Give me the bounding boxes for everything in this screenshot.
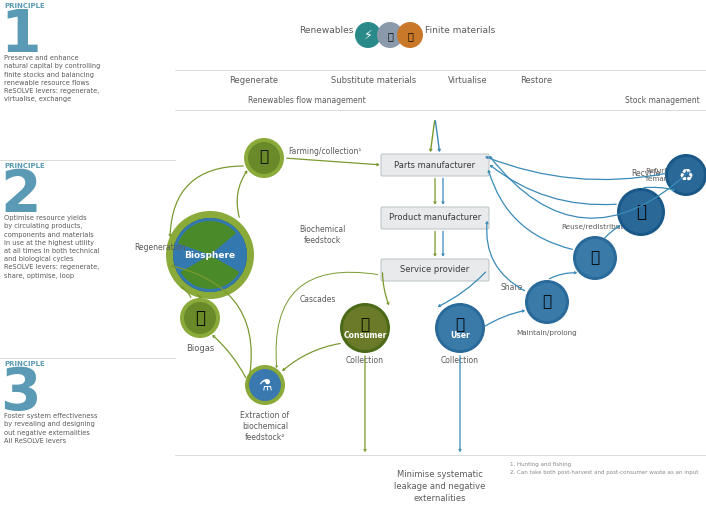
- Circle shape: [620, 191, 662, 233]
- Text: Restore: Restore: [520, 76, 552, 85]
- Circle shape: [528, 283, 566, 321]
- Circle shape: [244, 138, 284, 178]
- Text: Minimise systematic
leakage and negative
externalities: Minimise systematic leakage and negative…: [395, 470, 486, 503]
- Text: PRINCIPLE: PRINCIPLE: [4, 163, 44, 169]
- Wedge shape: [178, 221, 236, 255]
- Text: Extraction of
biochemical
feedstock²: Extraction of biochemical feedstock²: [241, 411, 289, 442]
- Text: Biogas: Biogas: [186, 344, 214, 353]
- Text: Regenerate: Regenerate: [229, 76, 279, 85]
- Text: 🚜: 🚜: [407, 31, 413, 41]
- Text: 🔧: 🔧: [542, 295, 551, 310]
- Circle shape: [184, 302, 216, 334]
- Text: PRINCIPLE: PRINCIPLE: [4, 3, 44, 9]
- Text: Farming/collection¹: Farming/collection¹: [288, 147, 361, 157]
- Circle shape: [173, 218, 247, 292]
- Text: Renewables: Renewables: [299, 26, 353, 35]
- Text: ⚗: ⚗: [258, 377, 272, 392]
- Circle shape: [245, 365, 285, 405]
- Circle shape: [180, 298, 220, 338]
- FancyBboxPatch shape: [381, 207, 489, 229]
- Circle shape: [665, 154, 706, 196]
- Text: Biochemical
feedstock: Biochemical feedstock: [299, 225, 345, 245]
- Circle shape: [617, 188, 665, 236]
- Text: Virtualise: Virtualise: [448, 76, 488, 85]
- Circle shape: [525, 280, 569, 324]
- Text: Collection: Collection: [346, 356, 384, 365]
- Circle shape: [397, 22, 423, 48]
- Text: Share: Share: [501, 283, 523, 291]
- FancyBboxPatch shape: [381, 154, 489, 176]
- Circle shape: [173, 218, 247, 292]
- Text: Reuse/redistribute: Reuse/redistribute: [562, 224, 628, 230]
- Text: Optimise resource yields
by circulating products,
components and materials
in us: Optimise resource yields by circulating …: [4, 215, 100, 279]
- Text: 2. Can take both post-harvest and post-consumer waste as an input: 2. Can take both post-harvest and post-c…: [510, 470, 698, 475]
- Text: Consumer: Consumer: [343, 332, 387, 340]
- Circle shape: [249, 369, 281, 401]
- Text: User: User: [450, 332, 470, 340]
- Text: Parts manufacturer: Parts manufacturer: [395, 161, 476, 169]
- Circle shape: [343, 306, 387, 350]
- Text: 🌾: 🌾: [259, 149, 268, 164]
- Wedge shape: [181, 255, 239, 289]
- Text: Biosphere: Biosphere: [184, 250, 236, 260]
- Text: PRINCIPLE: PRINCIPLE: [4, 361, 44, 367]
- Text: ♻: ♻: [678, 166, 693, 184]
- Text: Substitute materials: Substitute materials: [331, 76, 417, 85]
- Circle shape: [668, 157, 704, 193]
- Text: Product manufacturer: Product manufacturer: [389, 214, 481, 222]
- Circle shape: [438, 306, 482, 350]
- Circle shape: [355, 22, 381, 48]
- Text: Renewables flow management: Renewables flow management: [248, 96, 366, 105]
- Text: Regeneration: Regeneration: [134, 244, 186, 252]
- Text: 🏭: 🏭: [636, 203, 646, 221]
- Circle shape: [173, 218, 247, 292]
- Circle shape: [435, 303, 485, 353]
- Text: Service provider: Service provider: [400, 266, 469, 274]
- Text: Finite materials: Finite materials: [425, 26, 495, 35]
- Text: 3: 3: [0, 365, 41, 422]
- Text: 2: 2: [0, 167, 41, 224]
- Text: Recycle: Recycle: [630, 168, 660, 178]
- Text: Maintain/prolong: Maintain/prolong: [517, 330, 578, 336]
- Circle shape: [377, 22, 403, 48]
- Text: 🛒: 🛒: [361, 318, 369, 333]
- Text: Preserve and enhance
natural capital by controlling
finite stocks and balancing
: Preserve and enhance natural capital by …: [4, 55, 100, 102]
- Text: 1: 1: [0, 7, 41, 64]
- Text: Collection: Collection: [441, 356, 479, 365]
- Text: Foster system effectiveness
by revealing and designing
out negative externalitie: Foster system effectiveness by revealing…: [4, 413, 97, 444]
- Text: 📦: 📦: [590, 250, 599, 266]
- FancyBboxPatch shape: [381, 259, 489, 281]
- Circle shape: [573, 236, 617, 280]
- Text: Cascades: Cascades: [300, 296, 336, 304]
- Circle shape: [166, 211, 254, 299]
- Text: Stock management: Stock management: [626, 96, 700, 105]
- Text: Refurbish/
remanufacture: Refurbish/ remanufacture: [645, 168, 699, 182]
- Circle shape: [576, 239, 614, 277]
- Text: 🛢: 🛢: [387, 31, 393, 41]
- Text: 🖥: 🖥: [455, 318, 465, 333]
- Text: 🔥: 🔥: [195, 309, 205, 327]
- Text: ⚡: ⚡: [364, 28, 372, 42]
- Circle shape: [248, 142, 280, 174]
- Circle shape: [340, 303, 390, 353]
- Text: 1. Hunting and fishing: 1. Hunting and fishing: [510, 462, 571, 467]
